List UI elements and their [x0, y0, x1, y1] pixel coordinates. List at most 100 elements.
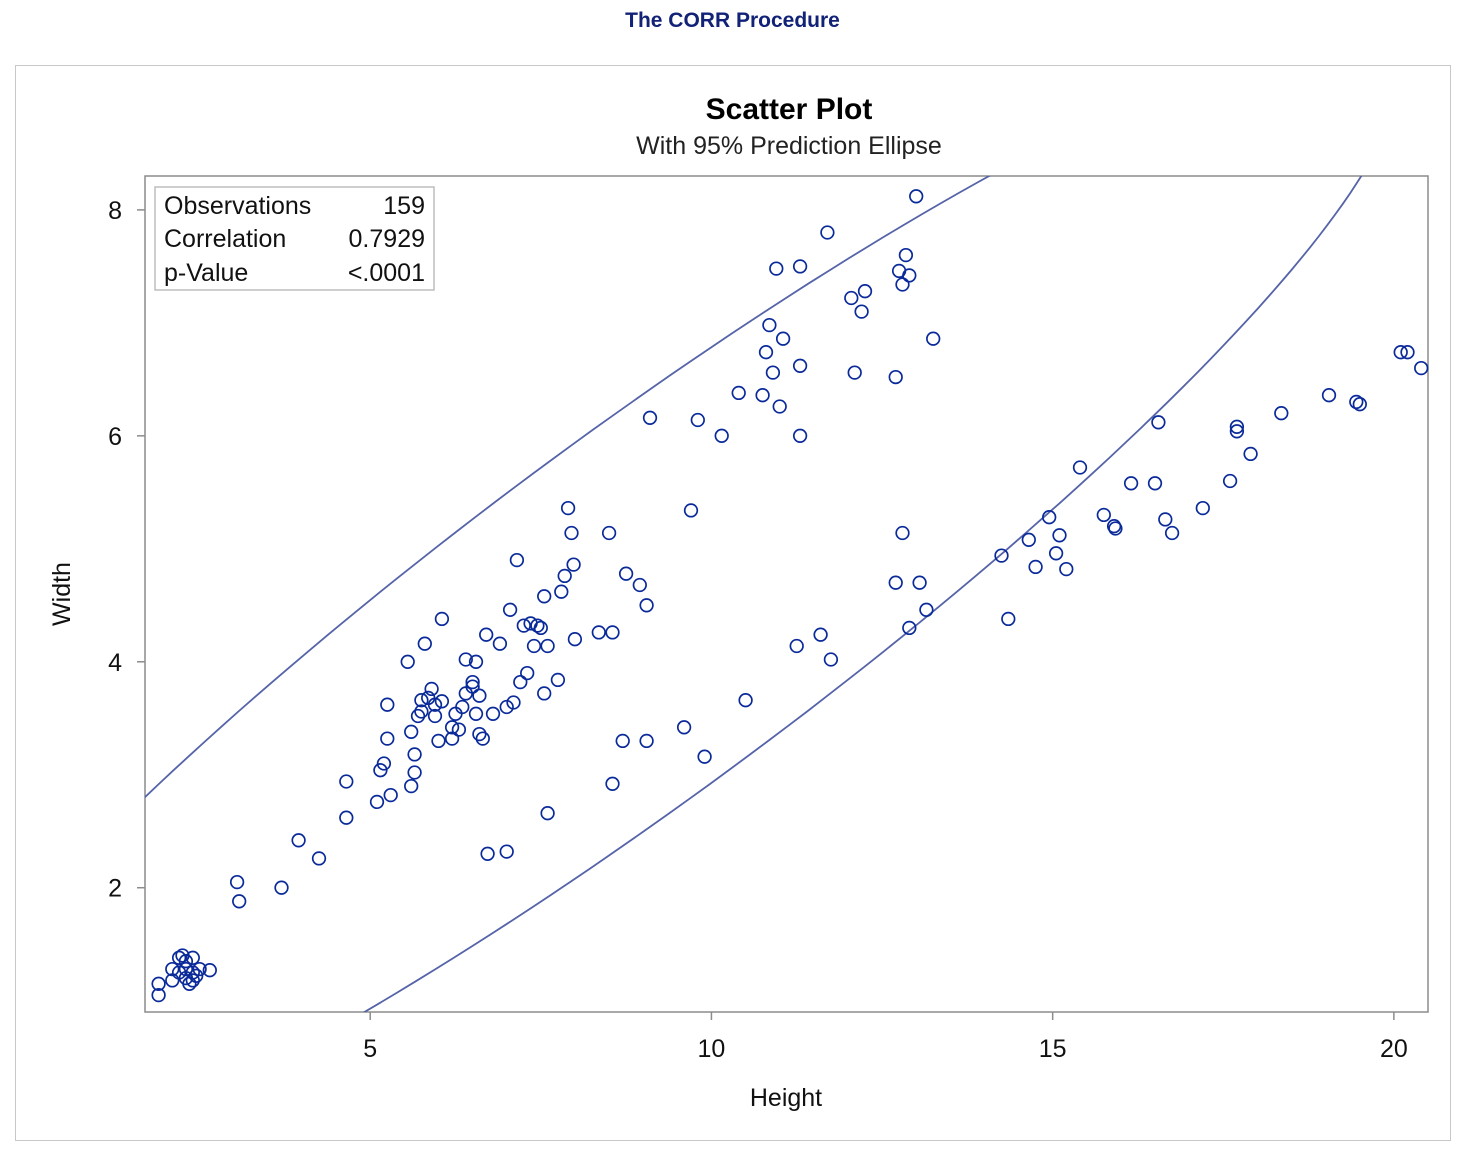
data-point — [1393, 345, 1408, 360]
chart-subtitle: With 95% Prediction Ellipse — [636, 132, 942, 160]
data-point — [479, 627, 494, 642]
data-point — [601, 525, 617, 541]
data-point — [229, 874, 245, 890]
data-point — [1042, 510, 1057, 525]
data-point — [792, 358, 808, 373]
data-point — [731, 385, 746, 401]
data-point — [537, 686, 552, 701]
data-point — [1222, 473, 1238, 489]
data-point — [854, 304, 869, 319]
data-point — [455, 699, 470, 715]
data-point — [485, 706, 501, 721]
data-point — [792, 259, 808, 274]
data-point — [1048, 546, 1064, 561]
data-point — [499, 844, 514, 859]
stat-label-correlation: Correlation — [164, 225, 286, 253]
stat-value-observations: 159 — [383, 192, 425, 220]
data-point — [792, 428, 808, 443]
y-tick-label: 4 — [108, 649, 122, 677]
y-tick-label: 6 — [108, 423, 122, 451]
data-point — [540, 806, 555, 821]
data-point — [676, 720, 692, 735]
data-point — [823, 652, 839, 667]
data-point — [690, 412, 705, 428]
data-point — [414, 704, 429, 719]
data-point — [232, 894, 247, 909]
prediction-ellipse — [145, 176, 1363, 1012]
data-point — [444, 720, 460, 735]
data-point — [1164, 525, 1180, 541]
data-point — [458, 652, 473, 667]
data-point — [902, 268, 917, 283]
data-point — [480, 846, 495, 861]
data-point — [380, 697, 395, 712]
data-point — [424, 681, 439, 697]
data-point — [772, 399, 787, 414]
data-point — [813, 627, 828, 642]
data-point — [1151, 415, 1166, 430]
data-point — [1321, 388, 1337, 403]
data-point — [615, 733, 630, 749]
data-point — [909, 189, 924, 204]
data-point — [427, 697, 443, 712]
data-point — [410, 708, 426, 724]
data-point — [171, 950, 187, 965]
data-point — [642, 410, 658, 425]
data-point — [738, 693, 753, 708]
data-point — [291, 833, 306, 848]
data-point — [431, 733, 446, 749]
stat-value-correlation: 0.7929 — [349, 225, 425, 253]
data-point — [202, 963, 217, 978]
data-point — [550, 672, 566, 688]
stat-label-pvalue: p-Value — [164, 259, 248, 287]
data-point — [1414, 360, 1429, 376]
data-point — [520, 665, 535, 681]
data-point — [994, 548, 1009, 563]
data-point — [618, 566, 634, 581]
data-point — [475, 731, 490, 746]
data-point — [468, 706, 484, 721]
data-point — [311, 851, 327, 866]
data-point — [697, 749, 712, 764]
data-point — [502, 602, 518, 617]
x-tick-label: 20 — [1380, 1035, 1408, 1063]
data-point — [407, 765, 422, 780]
data-point — [1158, 512, 1173, 527]
data-point — [1123, 476, 1139, 491]
data-point — [857, 284, 873, 299]
data-point — [185, 973, 200, 988]
data-point — [560, 500, 576, 516]
data-point — [407, 747, 422, 762]
x-tick-label: 10 — [698, 1035, 726, 1063]
data-point — [1400, 345, 1415, 360]
data-point — [185, 965, 200, 980]
statistics-box — [154, 186, 435, 291]
data-point — [898, 247, 914, 263]
data-point — [919, 602, 934, 617]
data-point — [185, 950, 200, 965]
data-point — [434, 694, 450, 709]
data-point — [537, 589, 552, 604]
y-tick-label: 8 — [108, 197, 122, 225]
data-point — [472, 688, 487, 703]
data-point — [639, 733, 654, 749]
data-point — [1108, 521, 1123, 536]
data-point — [1229, 419, 1245, 434]
y-tick-label: 2 — [108, 875, 122, 903]
data-point — [151, 987, 166, 1003]
data-point — [151, 976, 166, 991]
data-point — [189, 968, 204, 983]
data-point — [758, 345, 774, 360]
data-point — [591, 625, 606, 640]
data-point — [1349, 394, 1364, 410]
data-point — [912, 575, 927, 590]
data-point — [639, 598, 654, 613]
data-point — [492, 636, 508, 651]
graph-frame: Scatter Plot With 95% Prediction Ellipse… — [15, 65, 1451, 1141]
data-point — [533, 620, 548, 636]
data-point — [400, 654, 415, 669]
data-point — [1059, 561, 1074, 577]
data-point — [506, 695, 521, 710]
data-point — [451, 722, 467, 737]
data-point — [339, 810, 354, 825]
